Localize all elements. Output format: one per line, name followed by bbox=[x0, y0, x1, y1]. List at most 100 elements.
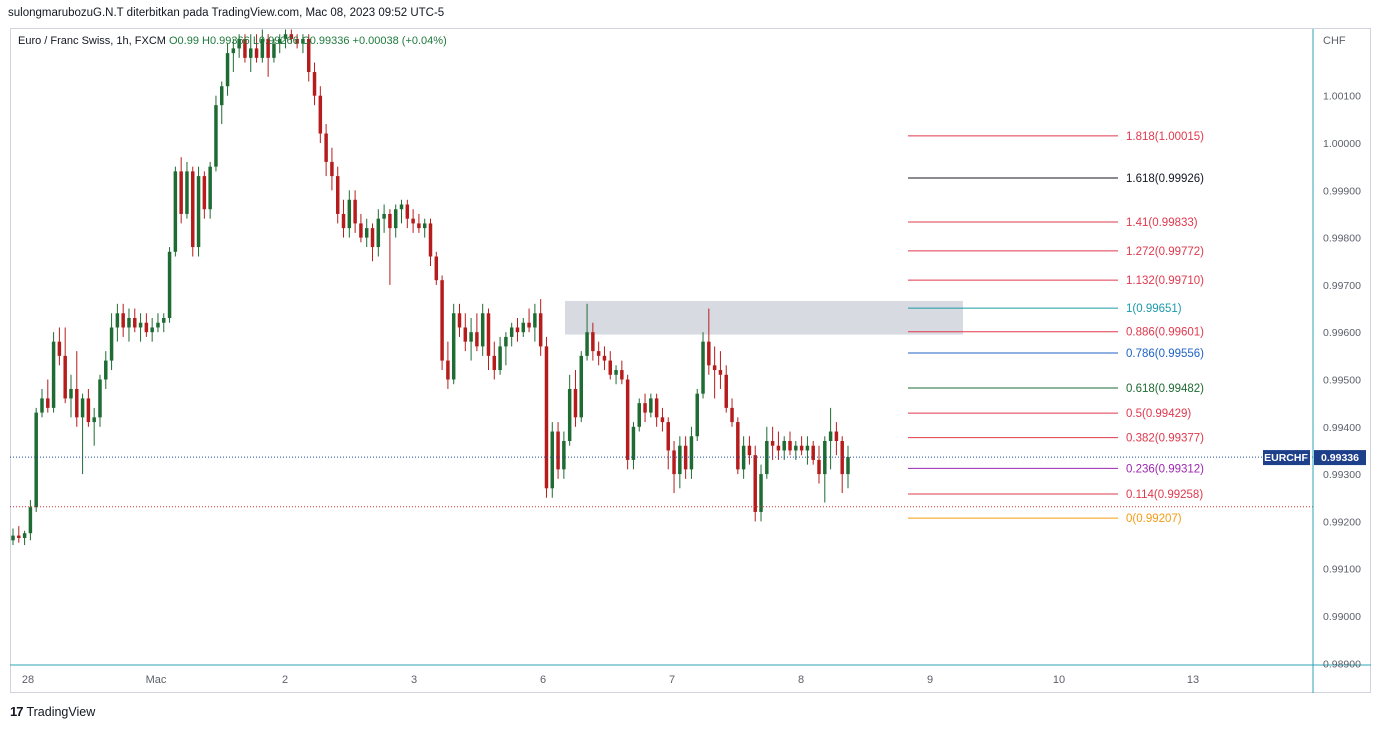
ohlc-close: C0.99336 bbox=[301, 35, 350, 47]
candle-body bbox=[643, 403, 647, 413]
candle bbox=[788, 431, 792, 456]
candle bbox=[301, 34, 305, 54]
candle bbox=[364, 218, 369, 248]
candle bbox=[776, 431, 781, 460]
candle-body bbox=[330, 161, 334, 177]
symbol-tag: EURCHF bbox=[1264, 452, 1308, 464]
ohlc-low: L0.99266 bbox=[252, 35, 299, 47]
candle bbox=[335, 166, 340, 224]
candle-body bbox=[776, 445, 781, 451]
candle bbox=[828, 407, 833, 470]
candle bbox=[376, 209, 381, 257]
fib-label: 0(0.99207) bbox=[1126, 513, 1182, 525]
fib-label: 1.41(0.99833) bbox=[1126, 217, 1198, 229]
fib-label: 1.818(1.00015) bbox=[1126, 131, 1204, 143]
candle-body bbox=[550, 431, 555, 489]
candle-body bbox=[446, 360, 450, 380]
candle bbox=[34, 407, 38, 512]
candle bbox=[678, 436, 682, 489]
candle bbox=[330, 147, 334, 191]
candle bbox=[382, 204, 386, 233]
candle-body bbox=[104, 360, 108, 380]
candle-body bbox=[828, 431, 833, 441]
candle-body bbox=[567, 388, 572, 441]
candle bbox=[591, 322, 595, 361]
candle-body bbox=[295, 38, 299, 44]
candle-body bbox=[272, 43, 276, 58]
fib-label: 0.618(0.99482) bbox=[1126, 383, 1204, 395]
candle-body bbox=[515, 327, 520, 333]
candle bbox=[428, 218, 433, 266]
candle bbox=[724, 365, 728, 413]
candle bbox=[318, 86, 323, 143]
candle bbox=[451, 303, 456, 385]
candle-body bbox=[40, 398, 44, 413]
candle bbox=[753, 445, 757, 522]
candle-body bbox=[637, 403, 641, 427]
candle bbox=[649, 393, 653, 418]
candle-body bbox=[57, 341, 62, 356]
candle-body bbox=[753, 455, 757, 512]
candle-body bbox=[393, 209, 398, 229]
candle-body bbox=[811, 445, 815, 460]
candle bbox=[225, 43, 230, 96]
candle-body bbox=[202, 176, 207, 210]
candle bbox=[399, 199, 404, 224]
candle bbox=[353, 190, 357, 233]
candle bbox=[562, 431, 566, 479]
price-tick-label: 0.99500 bbox=[1323, 375, 1361, 387]
candle-body bbox=[260, 38, 265, 58]
candle bbox=[40, 388, 44, 418]
candle-body bbox=[591, 332, 595, 352]
candle bbox=[179, 157, 183, 224]
candle bbox=[150, 318, 154, 342]
candle bbox=[625, 374, 630, 470]
candle bbox=[167, 247, 172, 323]
candle bbox=[196, 166, 201, 257]
candle bbox=[22, 530, 27, 546]
candle-body bbox=[428, 223, 433, 257]
candle-body bbox=[759, 474, 763, 512]
candle bbox=[208, 161, 212, 219]
candle bbox=[220, 81, 224, 125]
candle-body bbox=[173, 171, 178, 252]
candle bbox=[718, 351, 723, 389]
ohlc-high: H0.99366 bbox=[202, 35, 250, 47]
candle-body bbox=[422, 223, 427, 229]
candle bbox=[486, 308, 491, 371]
candle bbox=[295, 34, 299, 49]
candle bbox=[480, 303, 485, 356]
tradingview-brand[interactable]: 17 TradingView bbox=[10, 704, 95, 719]
candle-body bbox=[382, 213, 386, 219]
candle bbox=[51, 332, 56, 413]
candle bbox=[289, 29, 294, 44]
candle bbox=[533, 303, 537, 342]
candle-body bbox=[712, 365, 717, 371]
ohlc-change: +0.00038 (+0.04%) bbox=[352, 35, 447, 47]
candle bbox=[741, 436, 746, 479]
candle-body bbox=[335, 176, 340, 214]
price-tick-label: 0.99300 bbox=[1323, 469, 1361, 481]
candle-body bbox=[364, 228, 369, 238]
candle-body bbox=[498, 346, 502, 371]
candle-body bbox=[846, 457, 850, 475]
candle bbox=[63, 327, 67, 404]
fib-label: 0.236(0.99312) bbox=[1126, 463, 1204, 475]
candle-body bbox=[46, 398, 50, 408]
candle bbox=[602, 346, 607, 371]
candle bbox=[730, 398, 734, 427]
candle-body bbox=[701, 341, 705, 394]
candle bbox=[109, 313, 114, 371]
candle-body bbox=[434, 256, 439, 281]
candle-body bbox=[823, 440, 827, 475]
candle-body bbox=[533, 313, 537, 328]
time-tick-label: 3 bbox=[411, 674, 417, 686]
candle bbox=[637, 398, 641, 432]
candle-body bbox=[399, 204, 404, 210]
candle-body bbox=[730, 407, 734, 423]
candle bbox=[521, 318, 526, 337]
candle bbox=[266, 34, 270, 77]
candle-body bbox=[770, 440, 775, 446]
candle-body bbox=[162, 318, 166, 323]
